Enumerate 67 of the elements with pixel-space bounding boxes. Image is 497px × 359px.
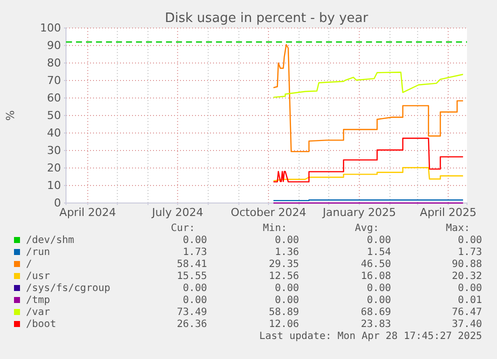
text: 16.08 bbox=[360, 271, 391, 282]
text: 0.00 bbox=[274, 235, 299, 246]
text: 0.00 bbox=[458, 235, 482, 246]
text: Cur: bbox=[170, 223, 195, 234]
text: 23.83 bbox=[360, 319, 391, 330]
text: 76.47 bbox=[452, 307, 482, 318]
text: 0.00 bbox=[182, 235, 207, 246]
chart-title: Disk usage in percent - by year bbox=[164, 11, 369, 26]
line-series bbox=[272, 167, 464, 182]
text: 37.40 bbox=[452, 319, 482, 330]
text: 58.89 bbox=[268, 307, 299, 318]
legend-label: /dev/shm bbox=[26, 235, 74, 246]
x-tick-label: July 2024 bbox=[150, 206, 204, 219]
text: 1.54 bbox=[366, 247, 391, 258]
y-tick-label: 100 bbox=[40, 22, 61, 35]
y-tick-label: 90 bbox=[47, 39, 61, 52]
y-tick-label: 50 bbox=[47, 109, 61, 122]
legend-label: /var bbox=[26, 307, 50, 318]
text: 0.00 bbox=[182, 283, 207, 294]
text: 0.01 bbox=[458, 295, 482, 306]
text: 29.35 bbox=[268, 259, 299, 270]
y-tick-label: 20 bbox=[47, 162, 61, 175]
text: Max: bbox=[446, 223, 470, 234]
text: 46.50 bbox=[360, 259, 391, 270]
text: 12.56 bbox=[268, 271, 299, 282]
line-series bbox=[272, 44, 464, 152]
x-tick-label: October 2024 bbox=[230, 206, 306, 219]
y-tick-label: 10 bbox=[47, 179, 61, 192]
y-tick-label: 30 bbox=[47, 144, 61, 158]
text: Min: bbox=[262, 223, 287, 234]
text: 1.73 bbox=[458, 247, 482, 258]
line-series bbox=[272, 72, 464, 98]
text: 12.06 bbox=[268, 319, 299, 330]
x-tick-label: April 2025 bbox=[420, 206, 477, 219]
legend-label: /boot bbox=[26, 319, 56, 330]
legend-label: /sys/fs/cgroup bbox=[26, 283, 110, 294]
text: 1.73 bbox=[182, 247, 207, 258]
text: 1.36 bbox=[274, 247, 299, 258]
legend-label: /usr bbox=[26, 271, 50, 282]
y-tick-label: 40 bbox=[47, 126, 61, 140]
y-tick-label: 0 bbox=[54, 196, 61, 210]
line-series bbox=[272, 138, 464, 182]
text: Last update: Mon Apr 28 17:45:27 2025 bbox=[259, 331, 482, 342]
x-tick-label: January 2025 bbox=[322, 206, 396, 219]
text: 0.00 bbox=[274, 283, 299, 294]
text: Avg: bbox=[354, 223, 379, 234]
text: 15.55 bbox=[176, 271, 207, 282]
y-axis-title: % bbox=[4, 110, 17, 121]
y-tick-label: 80 bbox=[47, 56, 61, 70]
text: 0.00 bbox=[366, 295, 391, 306]
text: 0.00 bbox=[274, 295, 299, 306]
y-tick-label: 60 bbox=[47, 92, 61, 105]
text: 20.32 bbox=[452, 271, 482, 282]
legend-label: /tmp bbox=[26, 295, 50, 306]
text: 0.00 bbox=[366, 235, 391, 246]
text: 68.69 bbox=[360, 307, 391, 318]
text: 0.00 bbox=[182, 295, 207, 306]
text: 73.49 bbox=[176, 307, 207, 318]
text: 26.36 bbox=[176, 319, 207, 330]
text: 0.00 bbox=[458, 283, 482, 294]
text: 0.00 bbox=[366, 283, 391, 294]
legend-label: / bbox=[26, 259, 32, 270]
text: 90.88 bbox=[452, 259, 482, 270]
legend-label: /run bbox=[26, 247, 50, 258]
y-tick-label: 70 bbox=[47, 74, 61, 88]
x-tick-label: April 2024 bbox=[59, 206, 116, 219]
text: 58.41 bbox=[176, 259, 207, 270]
